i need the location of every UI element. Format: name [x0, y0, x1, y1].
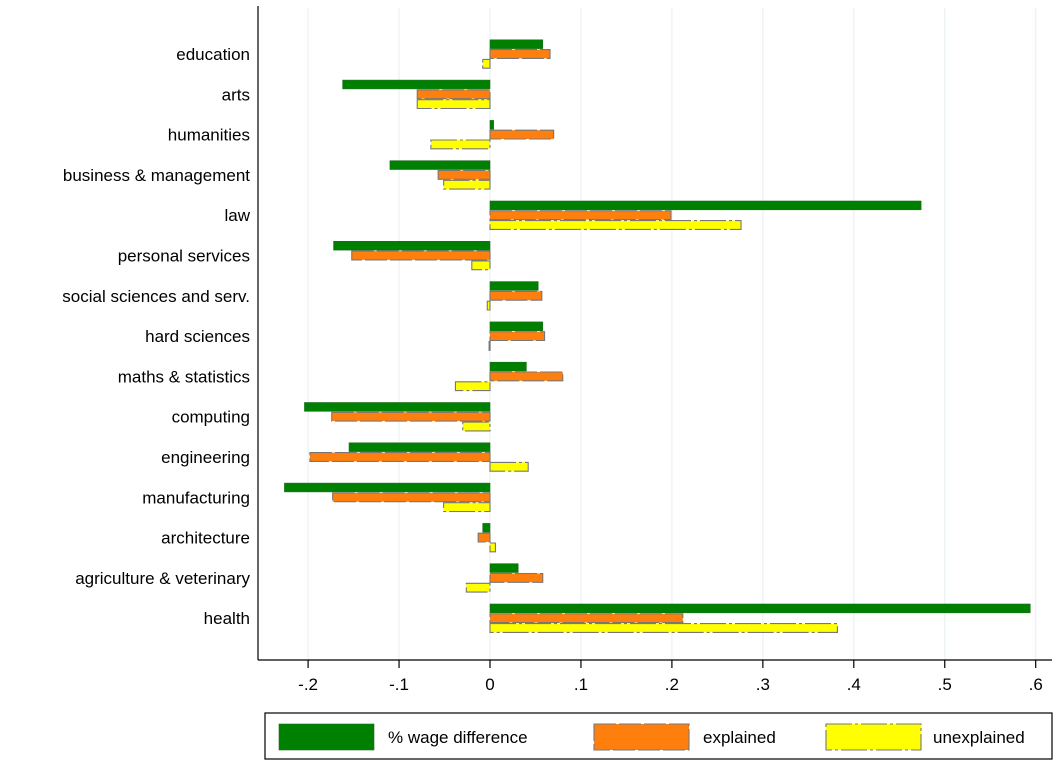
bar-explained-hard-sciences: [489, 331, 546, 342]
x-tick-label-3: .1: [574, 675, 588, 694]
category-label-business-management: business & management: [63, 166, 250, 185]
bar-wage-difference-personal-services: [333, 241, 491, 251]
x-tick-label-6: .4: [847, 675, 861, 694]
x-tick-label-1: -.1: [389, 675, 409, 694]
bar-wage-difference-health: [489, 603, 1031, 614]
category-label-personal-services: personal services: [118, 247, 250, 266]
x-tick-label-5: .3: [756, 675, 770, 694]
category-labels: education arts humanities business & manage…: [62, 45, 250, 628]
gridlines: [307, 8, 1037, 660]
bar-explained-social-sciences-and-serv: [489, 290, 543, 301]
bar-explained-maths-statistics: [489, 371, 564, 382]
bar-wage-difference-law: [489, 200, 922, 211]
category-label-manufacturing: manufacturing: [142, 488, 250, 507]
bar-explained-architecture: [477, 532, 491, 543]
bar-unexplained-personal-services: [471, 260, 491, 271]
category-label-education: education: [176, 45, 250, 64]
category-label-arts: arts: [222, 85, 250, 104]
legend-swatch-unexplained: [825, 723, 922, 751]
bar-wage-difference-arts: [342, 79, 491, 90]
x-tick-label-8: .6: [1029, 675, 1043, 694]
bar-explained-education: [489, 49, 551, 59]
category-label-agriculture-veterinary: agriculture & veterinary: [75, 569, 250, 588]
bar-explained-agriculture-veterinary: [489, 572, 544, 583]
bar-wage-difference-education: [489, 39, 544, 49]
category-label-humanities: humanities: [168, 126, 250, 145]
bar-unexplained-maths-statistics: [454, 381, 491, 392]
bar-unexplained-engineering: [489, 461, 529, 472]
bar-wage-difference-computing: [304, 402, 491, 412]
category-label-hard-sciences: hard sciences: [145, 327, 250, 346]
bar-unexplained-architecture: [489, 542, 497, 553]
bar-wage-difference-humanities: [489, 120, 494, 130]
bar-wage-difference-engineering: [348, 442, 491, 452]
category-label-engineering: engineering: [161, 448, 250, 467]
bar-explained-business-management: [437, 169, 491, 180]
category-label-architecture: architecture: [161, 529, 250, 548]
bar-explained-humanities: [489, 129, 555, 140]
bar-wage-difference-maths-statistics: [489, 361, 527, 372]
category-label-computing: computing: [172, 408, 250, 427]
bar-unexplained-law: [489, 220, 742, 230]
bar-unexplained-education: [482, 58, 491, 69]
bars: [284, 39, 1031, 633]
bar-explained-computing: [331, 411, 491, 422]
category-label-law: law: [224, 206, 250, 225]
bar-unexplained-manufacturing: [443, 502, 491, 513]
bar-wage-difference-architecture: [482, 523, 491, 533]
bar-explained-manufacturing: [332, 492, 491, 503]
x-ticks: -.2 -.1 0 .1 .2 .3 .4 .5 .6: [298, 660, 1043, 694]
legend-swatch-wage-difference: [278, 723, 375, 751]
legend-swatch-explained: [593, 723, 690, 751]
bar-wage-difference-agriculture-veterinary: [489, 563, 519, 573]
bar-wage-difference-hard-sciences: [489, 321, 544, 331]
category-label-health: health: [204, 609, 250, 628]
x-tick-label-4: .2: [665, 675, 679, 694]
category-label-maths-statistics: maths & statistics: [118, 367, 250, 386]
bar-explained-personal-services: [351, 250, 491, 261]
bar-explained-arts: [416, 89, 491, 100]
bar-unexplained-business-management: [443, 179, 491, 190]
legend-label-wage-difference: % wage difference: [388, 728, 528, 747]
bar-wage-difference-manufacturing: [284, 482, 491, 493]
legend-label-unexplained: unexplained: [933, 728, 1025, 747]
x-tick-label-0: -.2: [298, 675, 318, 694]
bar-unexplained-humanities: [430, 139, 491, 150]
bar-unexplained-social-sciences-and-serv: [486, 300, 491, 311]
bar-unexplained-hard-sciences: [488, 340, 491, 351]
bar-unexplained-computing: [462, 421, 491, 432]
bar-explained-health: [489, 613, 684, 624]
x-tick-label-7: .5: [938, 675, 952, 694]
x-tick-label-2: 0: [485, 675, 494, 694]
legend: % wage difference explained unexplained: [264, 712, 1053, 760]
legend-label-explained: explained: [703, 728, 776, 747]
bar-unexplained-arts: [416, 99, 491, 110]
bar-unexplained-health: [489, 623, 838, 633]
bar-explained-law: [489, 210, 672, 221]
bar-wage-difference-social-sciences-and-serv: [489, 281, 539, 291]
bar-wage-difference-business-management: [389, 160, 491, 170]
category-label-social-sciences-and-serv: social sciences and serv.: [62, 287, 250, 306]
bar-explained-engineering: [309, 452, 491, 462]
bar-unexplained-agriculture-veterinary: [465, 582, 491, 593]
axes: [257, 6, 1052, 661]
